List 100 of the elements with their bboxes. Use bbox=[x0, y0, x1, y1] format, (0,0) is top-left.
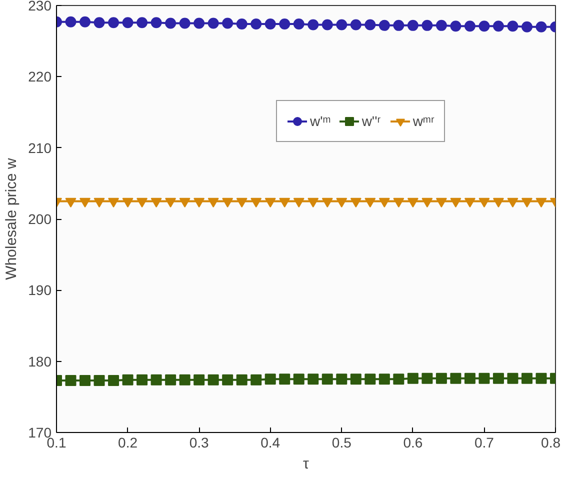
point bbox=[536, 372, 547, 384]
legend-label: w'ᵐ bbox=[310, 113, 331, 129]
point bbox=[222, 18, 234, 29]
x-tick-label: 0.7 bbox=[474, 434, 494, 450]
point bbox=[293, 18, 304, 30]
point bbox=[264, 374, 276, 385]
point bbox=[450, 20, 462, 32]
point bbox=[521, 198, 532, 208]
point bbox=[222, 198, 234, 208]
point bbox=[350, 198, 362, 208]
point bbox=[293, 374, 304, 385]
point bbox=[136, 198, 148, 208]
point bbox=[393, 20, 404, 31]
point bbox=[80, 375, 91, 386]
x-axis-title: τ bbox=[303, 456, 310, 472]
point bbox=[236, 198, 248, 208]
point bbox=[236, 374, 248, 386]
point bbox=[136, 374, 148, 386]
point bbox=[208, 374, 219, 386]
point bbox=[536, 21, 547, 32]
point bbox=[194, 374, 205, 386]
point bbox=[250, 198, 262, 208]
point bbox=[436, 198, 447, 208]
point bbox=[80, 198, 91, 208]
legend-label: wᵐʳ bbox=[412, 113, 434, 129]
point bbox=[407, 20, 418, 31]
y-tick-label: 200 bbox=[28, 211, 52, 227]
point bbox=[108, 198, 120, 208]
point bbox=[264, 18, 276, 30]
point bbox=[308, 374, 319, 385]
x-tick-label: 0.4 bbox=[260, 434, 280, 450]
point bbox=[536, 198, 547, 208]
point bbox=[279, 18, 290, 30]
point bbox=[308, 19, 319, 30]
point bbox=[194, 18, 205, 29]
point bbox=[122, 198, 134, 208]
point bbox=[165, 198, 176, 208]
point bbox=[250, 18, 262, 30]
y-tick-label: 220 bbox=[28, 68, 52, 85]
point bbox=[436, 372, 447, 384]
point bbox=[521, 372, 532, 384]
point bbox=[136, 17, 148, 28]
point bbox=[336, 19, 348, 30]
point bbox=[378, 198, 390, 208]
point bbox=[492, 20, 504, 32]
point bbox=[108, 375, 120, 386]
point bbox=[336, 198, 348, 208]
x-tick-label: 0.2 bbox=[118, 434, 138, 450]
y-tick-label: 210 bbox=[28, 140, 52, 156]
point bbox=[65, 375, 76, 386]
point bbox=[422, 198, 433, 208]
point bbox=[194, 198, 205, 208]
point bbox=[364, 198, 376, 208]
point bbox=[350, 374, 362, 385]
point bbox=[478, 20, 490, 32]
x-tick-label: 0.6 bbox=[403, 434, 423, 450]
point bbox=[507, 198, 518, 208]
point bbox=[407, 198, 418, 208]
point bbox=[364, 374, 376, 385]
point bbox=[293, 198, 304, 208]
point bbox=[65, 198, 76, 208]
point bbox=[94, 198, 105, 208]
point bbox=[521, 21, 532, 32]
point bbox=[350, 19, 362, 30]
point bbox=[264, 198, 276, 208]
y-axis-title: Wholesale price w bbox=[3, 158, 20, 280]
point bbox=[208, 198, 219, 208]
point bbox=[450, 198, 462, 208]
point bbox=[279, 198, 290, 208]
y-tick-label: 190 bbox=[28, 282, 52, 298]
point bbox=[250, 374, 262, 386]
point bbox=[308, 198, 319, 208]
point bbox=[478, 372, 490, 384]
point bbox=[94, 17, 105, 28]
point bbox=[179, 374, 190, 386]
point bbox=[208, 18, 219, 29]
point bbox=[322, 19, 333, 30]
point bbox=[322, 374, 333, 385]
point bbox=[236, 18, 248, 30]
y-tick-label: 230 bbox=[28, 0, 52, 14]
point bbox=[150, 374, 162, 386]
point bbox=[378, 374, 390, 385]
legend-label: w''ʳ bbox=[362, 113, 382, 129]
point bbox=[165, 18, 176, 29]
x-tick-label: 0.8 bbox=[541, 434, 561, 450]
point bbox=[279, 374, 290, 385]
point bbox=[464, 372, 476, 384]
point bbox=[464, 20, 476, 32]
point bbox=[179, 18, 190, 29]
point bbox=[393, 374, 404, 385]
y-tick-label: 180 bbox=[28, 353, 52, 370]
point bbox=[450, 372, 462, 384]
point bbox=[80, 16, 91, 28]
x-tick-label: 0.5 bbox=[332, 434, 352, 450]
point bbox=[108, 17, 120, 28]
point bbox=[150, 198, 162, 208]
point bbox=[393, 198, 404, 208]
point bbox=[492, 198, 504, 208]
point bbox=[222, 374, 234, 386]
point bbox=[407, 372, 418, 384]
